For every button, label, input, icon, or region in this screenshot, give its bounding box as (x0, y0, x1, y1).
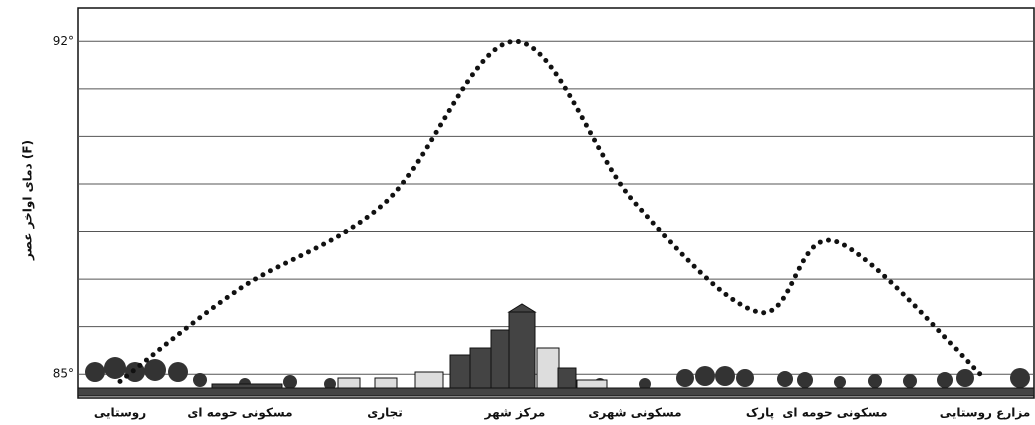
city-skyline (78, 304, 1034, 396)
temperature-line (120, 41, 985, 381)
chart: دمای اواخر عصر (F) 85° 92° روستایی مسکونی ح… (0, 0, 1035, 425)
y-tick-label: 92° (53, 34, 74, 48)
x-tick-label: مزارع روستایی (940, 406, 1031, 421)
x-tick-label: روستایی (94, 406, 146, 421)
x-tick-label: پارک (746, 406, 774, 420)
x-tick-label: مسکونی حومه ای (782, 406, 887, 421)
x-tick-label: مسکونی حومه ای (187, 406, 292, 421)
y-axis-label: دمای اواخر عصر (F) (21, 140, 36, 261)
x-tick-label: مرکز شهر (484, 406, 546, 420)
y-tick-label: 85° (53, 367, 74, 381)
x-tick-label: مسکونی شهری (588, 406, 681, 421)
x-tick-label: تجاری (367, 406, 403, 420)
plot-frame (78, 8, 1034, 398)
